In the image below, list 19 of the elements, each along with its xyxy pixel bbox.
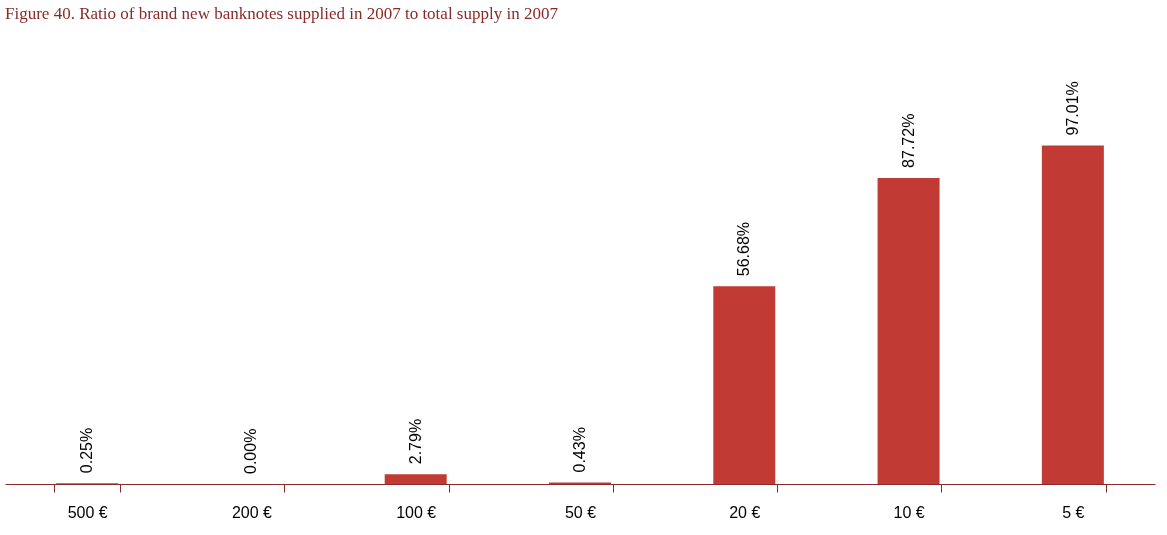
bar: [1041, 145, 1104, 484]
x-tick-label: 20 €: [729, 503, 761, 521]
x-tick-label: 50 €: [564, 503, 597, 521]
x-tick-label: 100 €: [396, 503, 437, 521]
x-tick-label: 200 €: [231, 503, 273, 521]
data-label: 97.01%: [1063, 81, 1081, 136]
bar: [384, 474, 447, 484]
data-label: 56.68%: [735, 221, 753, 277]
data-label: 0.00%: [242, 428, 260, 474]
data-label: 2.79%: [406, 418, 424, 465]
x-tick-label: 500 €: [67, 503, 108, 521]
bar: [877, 177, 940, 484]
x-tick-label: 5 €: [1062, 503, 1085, 521]
bar: [713, 286, 776, 484]
data-label: 0.25%: [78, 427, 96, 474]
data-label: 87.72%: [899, 113, 917, 168]
chart-title: Figure 40. Ratio of brand new banknotes supplied in 2007 to total supply in 2007: [5, 4, 559, 23]
x-tick-label: 10 €: [893, 503, 925, 521]
data-label: 0.43%: [571, 427, 588, 473]
